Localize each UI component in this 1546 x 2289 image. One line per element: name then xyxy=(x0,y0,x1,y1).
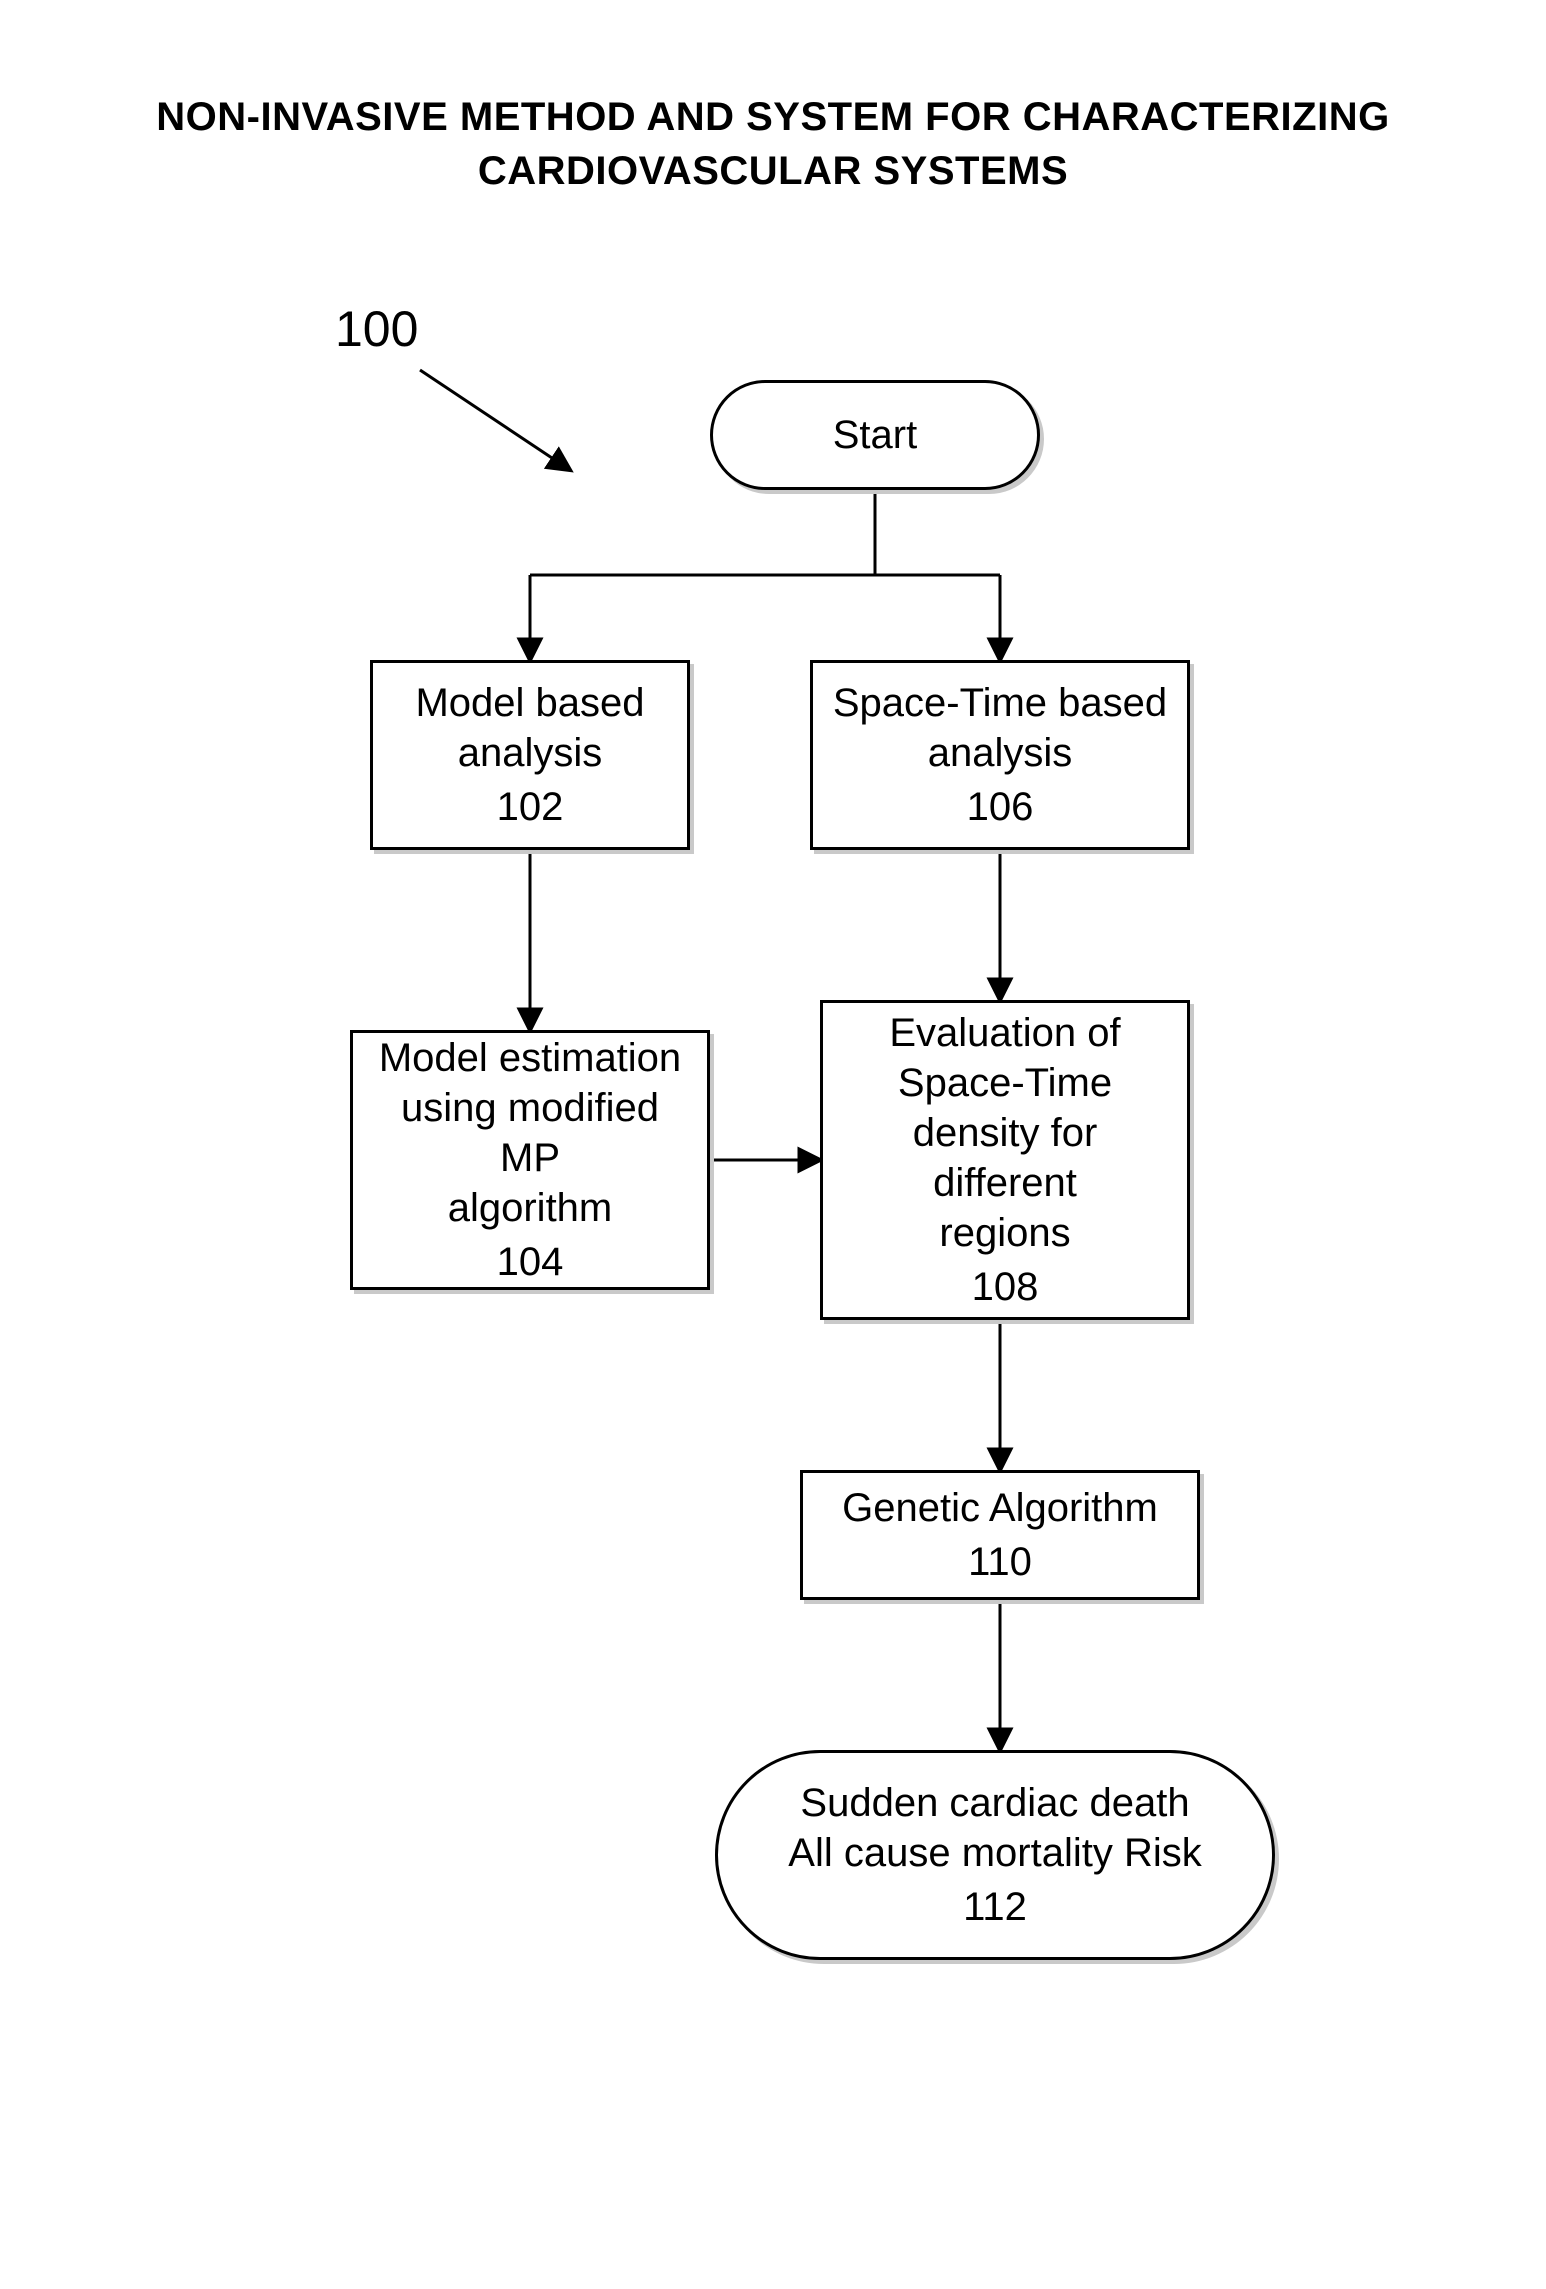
node-106-number: 106 xyxy=(967,782,1034,832)
node-end-number: 112 xyxy=(963,1882,1027,1932)
node-108-label: Evaluation ofSpace-Timedensity for diffe… xyxy=(841,1008,1169,1258)
node-end-label: Sudden cardiac deathAll cause mortality … xyxy=(788,1778,1201,1878)
node-110-label: Genetic Algorithm xyxy=(842,1483,1158,1533)
reference-number-100: 100 xyxy=(335,300,418,358)
node-106: Space-Time basedanalysis 106 xyxy=(810,660,1190,850)
node-110: Genetic Algorithm 110 xyxy=(800,1470,1200,1600)
title-line-2: CARDIOVASCULAR SYSTEMS xyxy=(478,149,1068,193)
node-start-label: Start xyxy=(833,410,917,460)
page-title: NON-INVASIVE METHOD AND SYSTEM FOR CHARA… xyxy=(0,90,1546,198)
node-102-number: 102 xyxy=(497,782,564,832)
node-106-label: Space-Time basedanalysis xyxy=(833,678,1167,778)
title-line-1: NON-INVASIVE METHOD AND SYSTEM FOR CHARA… xyxy=(156,95,1389,139)
node-108: Evaluation ofSpace-Timedensity for diffe… xyxy=(820,1000,1190,1320)
node-start: Start xyxy=(710,380,1040,490)
ref-arrow-100 xyxy=(420,370,570,470)
node-end: Sudden cardiac deathAll cause mortality … xyxy=(715,1750,1275,1960)
node-104: Model estimationusing modified MPalgorit… xyxy=(350,1030,710,1290)
node-104-label: Model estimationusing modified MPalgorit… xyxy=(371,1033,689,1233)
node-104-number: 104 xyxy=(497,1237,564,1287)
node-102: Model basedanalysis 102 xyxy=(370,660,690,850)
node-110-number: 110 xyxy=(968,1537,1032,1587)
node-108-number: 108 xyxy=(972,1262,1039,1312)
reference-number-text: 100 xyxy=(335,301,418,357)
node-102-label: Model basedanalysis xyxy=(415,678,644,778)
page-canvas: NON-INVASIVE METHOD AND SYSTEM FOR CHARA… xyxy=(0,0,1546,2289)
